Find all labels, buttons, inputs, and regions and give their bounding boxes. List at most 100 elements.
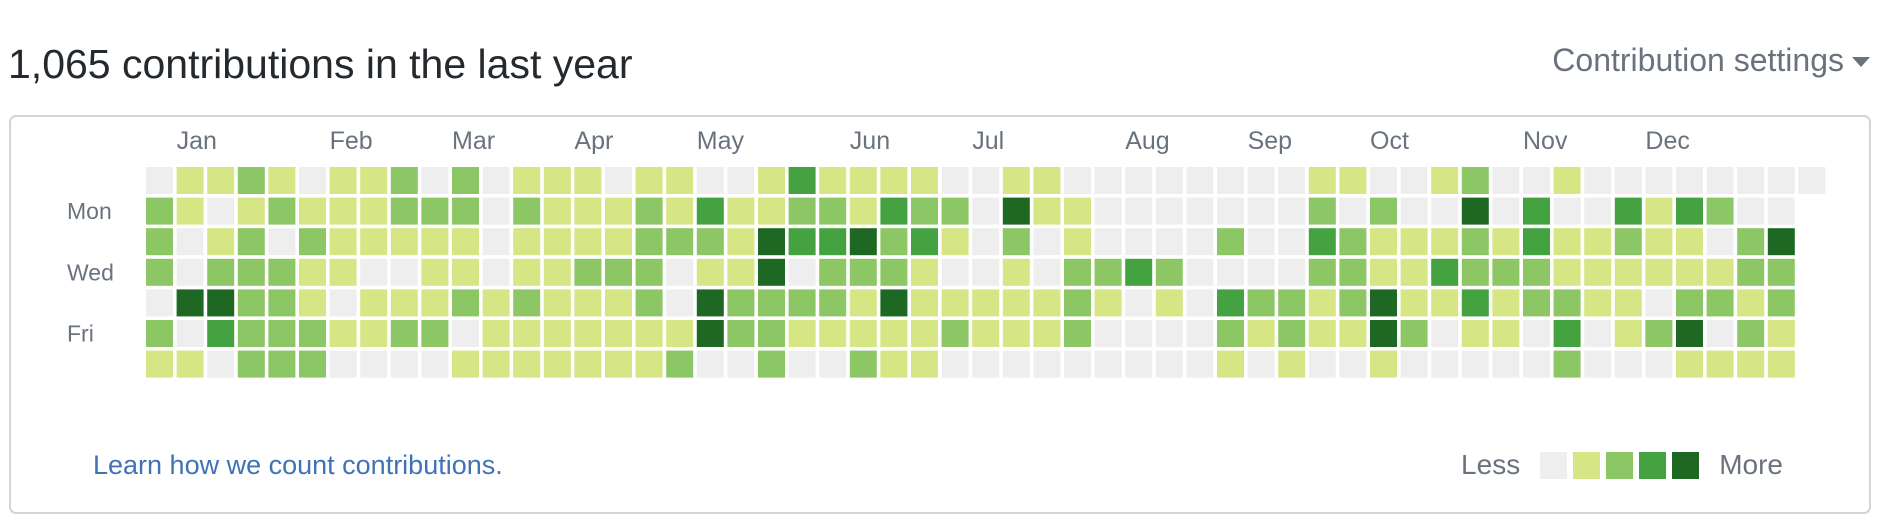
contribution-day-cell[interactable] [789,351,816,378]
contribution-day-cell[interactable] [1462,228,1489,255]
contribution-day-cell[interactable] [636,259,663,286]
contribution-day-cell[interactable] [789,228,816,255]
contribution-day-cell[interactable] [727,228,754,255]
contribution-day-cell[interactable] [880,259,907,286]
contribution-day-cell[interactable] [1554,289,1581,316]
contribution-day-cell[interactable] [268,320,295,347]
contribution-day-cell[interactable] [483,167,510,194]
contribution-day-cell[interactable] [1554,198,1581,225]
contribution-day-cell[interactable] [1186,289,1213,316]
contribution-day-cell[interactable] [1370,289,1397,316]
contribution-day-cell[interactable] [1217,320,1244,347]
contribution-day-cell[interactable] [605,351,632,378]
contribution-day-cell[interactable] [1737,351,1764,378]
contribution-day-cell[interactable] [207,167,234,194]
contribution-day-cell[interactable] [758,289,785,316]
contribution-day-cell[interactable] [330,259,357,286]
contribution-day-cell[interactable] [268,228,295,255]
contribution-day-cell[interactable] [330,320,357,347]
contribution-day-cell[interactable] [391,259,418,286]
contribution-day-cell[interactable] [1492,289,1519,316]
contribution-day-cell[interactable] [1156,167,1183,194]
contribution-day-cell[interactable] [1707,167,1734,194]
contribution-day-cell[interactable] [697,228,724,255]
contribution-day-cell[interactable] [666,289,693,316]
contribution-day-cell[interactable] [146,167,173,194]
contribution-day-cell[interactable] [942,259,969,286]
contribution-day-cell[interactable] [299,259,326,286]
contribution-day-cell[interactable] [452,228,479,255]
contribution-day-cell[interactable] [1033,167,1060,194]
contribution-day-cell[interactable] [1125,198,1152,225]
contribution-day-cell[interactable] [819,167,846,194]
contribution-day-cell[interactable] [1676,320,1703,347]
contribution-day-cell[interactable] [697,351,724,378]
contribution-day-cell[interactable] [574,167,601,194]
contribution-day-cell[interactable] [1584,198,1611,225]
contribution-day-cell[interactable] [1462,320,1489,347]
contribution-day-cell[interactable] [911,259,938,286]
contribution-day-cell[interactable] [727,320,754,347]
contribution-day-cell[interactable] [544,167,571,194]
contribution-day-cell[interactable] [1339,167,1366,194]
contribution-day-cell[interactable] [177,167,204,194]
contribution-day-cell[interactable] [880,320,907,347]
contribution-day-cell[interactable] [1339,198,1366,225]
contribution-day-cell[interactable] [636,167,663,194]
contribution-day-cell[interactable] [268,351,295,378]
contribution-day-cell[interactable] [421,289,448,316]
contribution-day-cell[interactable] [360,320,387,347]
contribution-day-cell[interactable] [1707,351,1734,378]
contribution-day-cell[interactable] [483,198,510,225]
contribution-day-cell[interactable] [605,320,632,347]
contribution-day-cell[interactable] [299,289,326,316]
contribution-day-cell[interactable] [1615,320,1642,347]
contribution-day-cell[interactable] [911,320,938,347]
contribution-day-cell[interactable] [391,351,418,378]
contribution-day-cell[interactable] [911,198,938,225]
contribution-day-cell[interactable] [1248,228,1275,255]
contribution-day-cell[interactable] [146,228,173,255]
contribution-day-cell[interactable] [1645,198,1672,225]
contribution-day-cell[interactable] [1431,351,1458,378]
contribution-day-cell[interactable] [299,198,326,225]
contribution-day-cell[interactable] [1217,289,1244,316]
contribution-day-cell[interactable] [666,320,693,347]
contribution-day-cell[interactable] [1401,289,1428,316]
contribution-day-cell[interactable] [666,167,693,194]
contribution-day-cell[interactable] [483,320,510,347]
contribution-day-cell[interactable] [360,198,387,225]
contribution-day-cell[interactable] [452,167,479,194]
contribution-day-cell[interactable] [1554,259,1581,286]
contribution-day-cell[interactable] [1615,167,1642,194]
contribution-day-cell[interactable] [1309,259,1336,286]
contribution-day-cell[interactable] [483,228,510,255]
contribution-settings-dropdown[interactable]: Contribution settings [1552,38,1870,82]
contribution-day-cell[interactable] [1431,289,1458,316]
contribution-day-cell[interactable] [850,320,877,347]
contribution-day-cell[interactable] [1278,228,1305,255]
contribution-day-cell[interactable] [972,289,999,316]
contribution-day-cell[interactable] [1707,289,1734,316]
contribution-day-cell[interactable] [942,351,969,378]
contribution-day-cell[interactable] [1248,320,1275,347]
contribution-day-cell[interactable] [238,351,265,378]
contribution-day-cell[interactable] [758,198,785,225]
contribution-day-cell[interactable] [1615,289,1642,316]
contribution-day-cell[interactable] [1003,198,1030,225]
contribution-day-cell[interactable] [1095,289,1122,316]
contribution-day-cell[interactable] [1278,351,1305,378]
contribution-day-cell[interactable] [697,167,724,194]
contribution-day-cell[interactable] [1615,259,1642,286]
contribution-day-cell[interactable] [1339,259,1366,286]
contribution-day-cell[interactable] [1125,289,1152,316]
contribution-day-cell[interactable] [1584,259,1611,286]
contribution-day-cell[interactable] [1554,351,1581,378]
contribution-day-cell[interactable] [544,289,571,316]
contribution-day-cell[interactable] [605,228,632,255]
contribution-day-cell[interactable] [574,259,601,286]
contribution-day-cell[interactable] [1064,289,1091,316]
contribution-day-cell[interactable] [972,259,999,286]
contribution-day-cell[interactable] [421,259,448,286]
contribution-day-cell[interactable] [1278,167,1305,194]
